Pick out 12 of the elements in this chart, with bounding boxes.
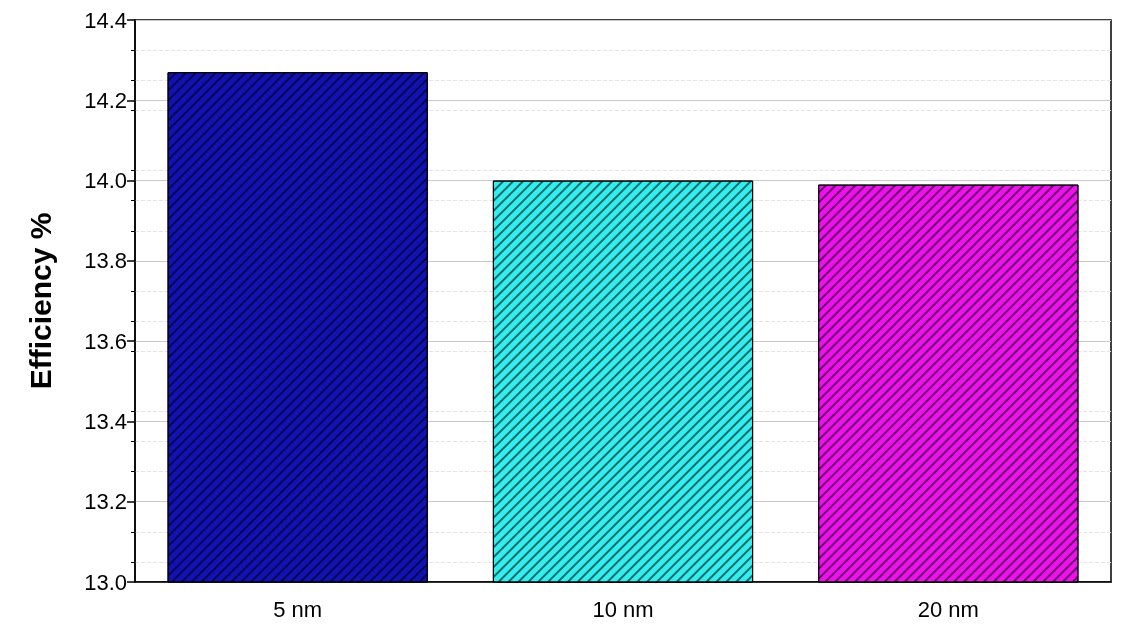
- y-tick-label: 14.2: [84, 87, 127, 113]
- y-axis-title: Efficiency %: [23, 212, 57, 390]
- y-tick-label: 14.0: [84, 168, 127, 194]
- x-tick-label: 5 nm: [273, 596, 323, 622]
- y-tick-label: 14.4: [84, 7, 127, 33]
- x-tick-label: 20 nm: [917, 596, 979, 622]
- y-tick-label: 13.0: [84, 569, 127, 595]
- y-tick-label: 13.2: [84, 489, 127, 515]
- x-tick-label: 10 nm: [592, 596, 654, 622]
- y-tick-label: 13.8: [84, 248, 127, 274]
- y-tick-label: 13.4: [84, 408, 127, 434]
- y-tick-label: 13.6: [84, 328, 127, 354]
